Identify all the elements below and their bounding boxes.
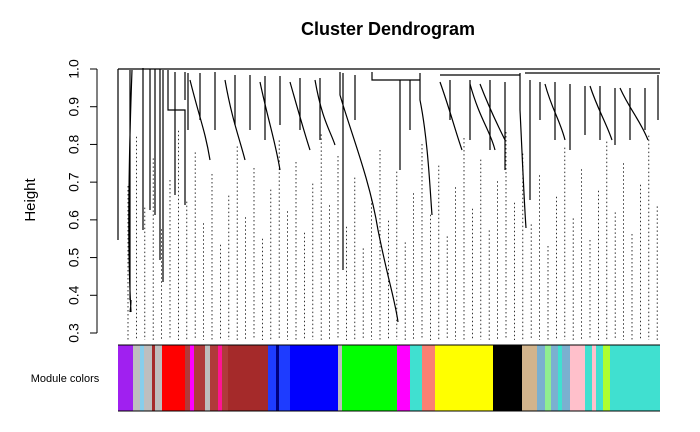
y-tick-label: 0.7 [66,172,82,192]
color-bar-label: Module colors [31,373,100,385]
y-tick-label: 1.0 [66,59,82,79]
y-tick-label: 0.6 [66,210,82,230]
y-axis-label: Height [22,177,39,221]
y-tick-label: 0.3 [66,323,82,343]
chart-title: Cluster Dendrogram [301,19,475,39]
y-tick-label: 0.5 [66,248,82,268]
y-tick-label: 0.8 [66,134,82,154]
module-color-bar [118,344,660,412]
dendrogram [117,68,660,323]
y-tick-label: 0.4 [66,285,82,305]
y-tick-label: 0.9 [66,97,82,117]
leaf-lines [127,130,658,340]
